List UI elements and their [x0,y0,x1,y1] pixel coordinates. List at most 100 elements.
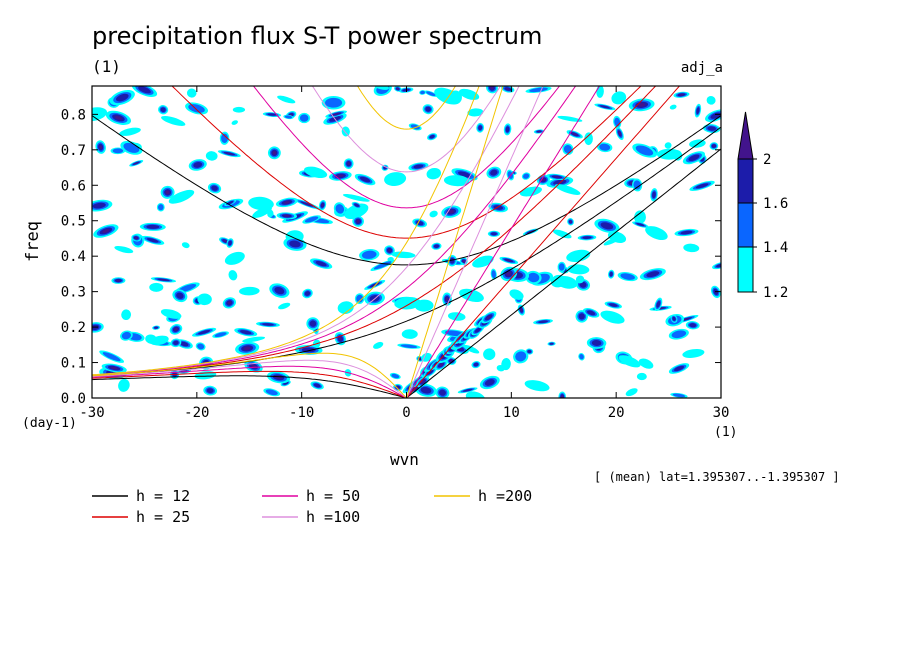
legend-label: h =100 [306,508,360,526]
power-blob [309,320,317,327]
power-blob [554,184,581,195]
power-blob [315,261,327,267]
rossby-wave [92,375,407,398]
curve-h25 [92,86,681,398]
power-blob [242,336,266,343]
rossby-wave [92,365,407,398]
kelvin-wave [406,86,504,398]
power-blob [636,222,645,227]
power-blob [354,203,360,207]
power-blob [695,183,709,189]
power-blob [638,358,654,369]
power-blob [552,229,572,239]
kelvin-wave [406,86,544,398]
power-blob [491,270,496,279]
power-blob [145,334,158,344]
y-tick-label: 0.5 [61,214,86,230]
power-blob [474,327,481,333]
power-blob [478,125,483,131]
power-blob [138,86,151,94]
power-blob [391,373,400,379]
mrg-wave [92,86,480,376]
power-blob [579,354,584,360]
power-blob [688,154,700,162]
rossby-wave [92,359,407,398]
title-units: (1) [92,57,121,76]
power-blob [664,142,672,149]
power-blob [369,282,380,288]
curve-h50 [92,86,601,398]
x-tick-label: 0 [402,405,410,421]
power-blob [112,148,124,154]
power-blob [284,214,290,217]
power-blob [484,379,495,386]
y-tick-label: 0.4 [61,249,86,265]
power-blob [596,86,604,98]
power-blob [341,126,350,137]
power-blob [420,90,425,95]
power-blob [168,189,195,204]
chart-title: precipitation flux S-T power spectrum [92,22,543,50]
power-blob [231,120,238,125]
power-blob [228,270,238,281]
power-blob [426,91,436,96]
power-blob [193,162,203,168]
power-blob [418,358,421,360]
power-blob [524,380,550,392]
x-tick-label: -20 [184,405,209,421]
power-blob [277,95,296,104]
power-blob [553,179,567,185]
power-blob [600,310,625,324]
power-blob [490,86,494,90]
power-blob [261,323,274,326]
power-blob [445,297,449,302]
power-blob [194,371,217,380]
power-blob [634,210,646,224]
power-blob [672,393,686,398]
gravity-wave [171,86,642,239]
power-blob [669,104,677,110]
power-blob [223,240,227,243]
power-blob [361,250,377,259]
power-blob [114,115,122,120]
power-blob [523,173,530,179]
gravity-wave [356,86,457,130]
power-blob [344,203,369,220]
legend-label: h = 12 [136,487,190,505]
power-blob [356,294,364,303]
power-blob [569,220,572,223]
power-blob [337,174,344,178]
x-units-left: (day-1) [22,416,77,431]
power-blob [458,171,472,178]
x-tick-label: -10 [289,405,314,421]
mean-annotation: [ (mean) lat=1.395307..-1.395307 ] [594,470,840,484]
power-blob [313,383,321,388]
gravity-wave [92,115,721,266]
power-blob [680,230,693,235]
power-blob [99,145,103,149]
power-blob [449,257,455,264]
power-blob [509,289,524,300]
power-blob [121,331,131,340]
power-blob [154,327,158,329]
power-blob [439,389,446,396]
power-blob [102,352,121,362]
power-blob [519,186,542,197]
power-blob [338,336,342,341]
power-blob [682,348,705,358]
power-blob [102,229,110,233]
power-blob [527,350,532,354]
power-blob [321,203,324,207]
power-blob [394,296,421,310]
power-blob [118,378,130,392]
mrg-wave [92,86,577,376]
power-blob [459,288,484,302]
power-blob [325,97,343,108]
power-blob [434,87,461,105]
colorbar-segment [737,158,754,204]
power-blob [656,300,661,308]
power-blob [160,107,166,113]
power-blob [563,145,572,154]
power-blob [244,287,253,293]
